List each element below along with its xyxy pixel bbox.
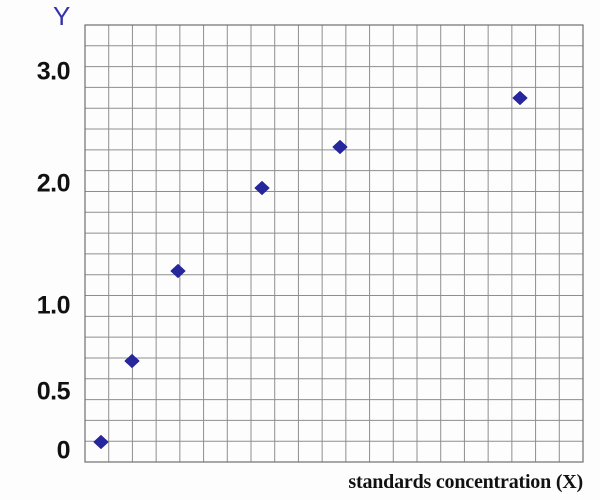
data-point-marker <box>124 354 140 368</box>
plot-border <box>84 24 584 463</box>
data-point-marker <box>93 435 109 449</box>
x-axis-title: standards concentration (X) <box>348 471 583 493</box>
y-axis-title: Y <box>53 1 71 31</box>
data-point-marker <box>254 181 270 195</box>
y-tick-label: 1.0 <box>36 291 71 320</box>
y-tick-label: 2.0 <box>36 169 71 198</box>
y-tick-label: 0 <box>56 436 71 465</box>
y-tick-label: 0.5 <box>36 377 71 406</box>
data-point-marker <box>332 140 348 154</box>
y-tick-label: 3.0 <box>36 57 71 86</box>
data-point-marker <box>512 91 528 105</box>
data-point-marker <box>170 264 186 278</box>
